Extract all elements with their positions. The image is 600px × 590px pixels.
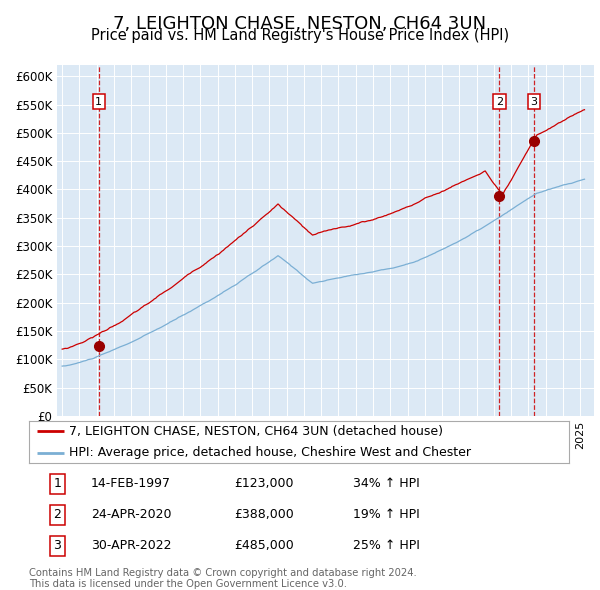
Text: £388,000: £388,000 bbox=[234, 508, 294, 522]
Text: 24-APR-2020: 24-APR-2020 bbox=[91, 508, 172, 522]
Text: 19% ↑ HPI: 19% ↑ HPI bbox=[353, 508, 419, 522]
Text: 14-FEB-1997: 14-FEB-1997 bbox=[91, 477, 171, 490]
Text: 3: 3 bbox=[53, 539, 61, 552]
Text: 2: 2 bbox=[496, 97, 503, 107]
Text: 2: 2 bbox=[53, 508, 61, 522]
Text: 3: 3 bbox=[530, 97, 538, 107]
Text: 7, LEIGHTON CHASE, NESTON, CH64 3UN (detached house): 7, LEIGHTON CHASE, NESTON, CH64 3UN (det… bbox=[70, 425, 443, 438]
Text: Contains HM Land Registry data © Crown copyright and database right 2024.
This d: Contains HM Land Registry data © Crown c… bbox=[29, 568, 416, 589]
Text: 1: 1 bbox=[53, 477, 61, 490]
Text: 1: 1 bbox=[95, 97, 102, 107]
Text: HPI: Average price, detached house, Cheshire West and Chester: HPI: Average price, detached house, Ches… bbox=[70, 446, 472, 459]
Text: 7, LEIGHTON CHASE, NESTON, CH64 3UN: 7, LEIGHTON CHASE, NESTON, CH64 3UN bbox=[113, 15, 487, 33]
Text: 25% ↑ HPI: 25% ↑ HPI bbox=[353, 539, 419, 552]
Text: Price paid vs. HM Land Registry's House Price Index (HPI): Price paid vs. HM Land Registry's House … bbox=[91, 28, 509, 42]
Text: 30-APR-2022: 30-APR-2022 bbox=[91, 539, 172, 552]
Text: 34% ↑ HPI: 34% ↑ HPI bbox=[353, 477, 419, 490]
Text: £485,000: £485,000 bbox=[234, 539, 294, 552]
Text: £123,000: £123,000 bbox=[234, 477, 293, 490]
